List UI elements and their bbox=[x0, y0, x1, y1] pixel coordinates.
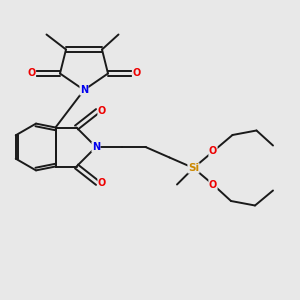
Text: N: N bbox=[80, 85, 88, 95]
Text: O: O bbox=[209, 146, 217, 157]
Text: O: O bbox=[209, 179, 217, 190]
Text: O: O bbox=[98, 106, 106, 116]
Text: O: O bbox=[27, 68, 36, 79]
Text: O: O bbox=[132, 68, 141, 79]
Text: N: N bbox=[92, 142, 100, 152]
Text: Si: Si bbox=[188, 163, 199, 173]
Text: O: O bbox=[98, 178, 106, 188]
